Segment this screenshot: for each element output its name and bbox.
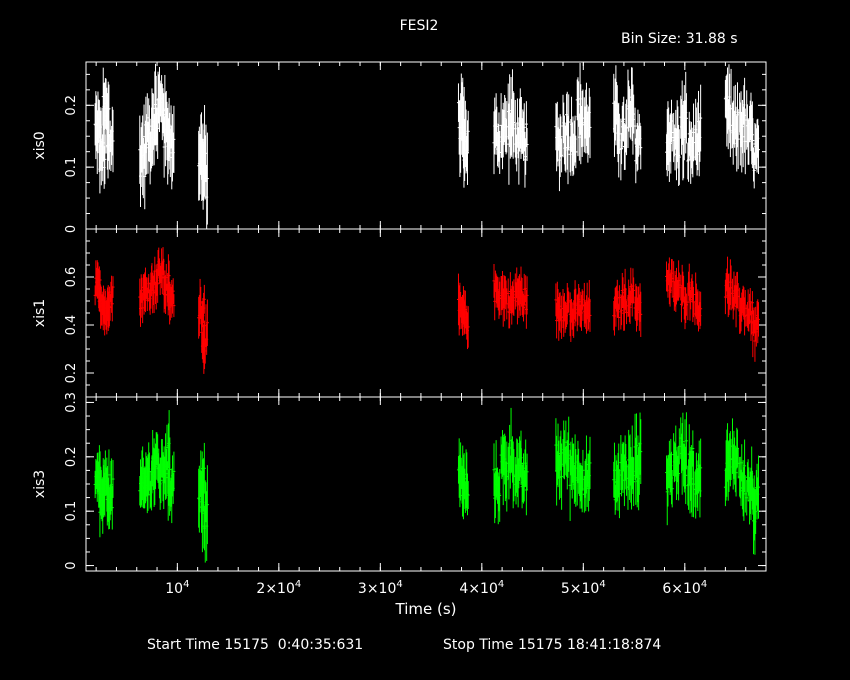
start-time-label: Start Time 15175 0:40:35:631 bbox=[147, 637, 364, 653]
ytick-label-xis3: 0 bbox=[64, 561, 79, 569]
xtick-label: 2×104 bbox=[256, 579, 301, 597]
xtick-label: 6×104 bbox=[662, 579, 707, 597]
xtick-label: 104 bbox=[165, 579, 189, 597]
ytick-label-xis1: 0.4 bbox=[64, 315, 79, 336]
xlabel: Time (s) bbox=[395, 600, 457, 618]
ylabel-xis1: xis1 bbox=[32, 299, 48, 327]
panel-frame-xis1 bbox=[85, 228, 767, 398]
xtick-label: 4×104 bbox=[459, 579, 504, 597]
ylabel-xis3: xis3 bbox=[32, 470, 48, 498]
xtick-label: 3×104 bbox=[358, 579, 403, 597]
ytick-label-xis0: 0.2 bbox=[64, 95, 79, 116]
ytick-label-xis1: 0.6 bbox=[64, 267, 79, 288]
ytick-label-xis3: 0.1 bbox=[64, 501, 79, 522]
ytick-label-xis0: 0.1 bbox=[64, 157, 79, 178]
ylabel-xis0: xis0 bbox=[32, 131, 48, 159]
xtick-label: 5×104 bbox=[561, 579, 606, 597]
ytick-label-xis1: 0.2 bbox=[64, 363, 79, 384]
panel-frame-xis3 bbox=[85, 396, 767, 572]
ytick-label-xis3: 0.3 bbox=[64, 392, 79, 413]
panel-frame-xis0 bbox=[85, 61, 767, 230]
ytick-label-xis0: 0 bbox=[64, 225, 79, 233]
stop-time-label: Stop Time 15175 18:41:18:874 bbox=[443, 637, 662, 653]
ytick-label-xis3: 0.2 bbox=[64, 446, 79, 467]
chart-title: FESI2 bbox=[399, 18, 439, 34]
bin-size-label: Bin Size: 31.88 s bbox=[621, 31, 738, 47]
